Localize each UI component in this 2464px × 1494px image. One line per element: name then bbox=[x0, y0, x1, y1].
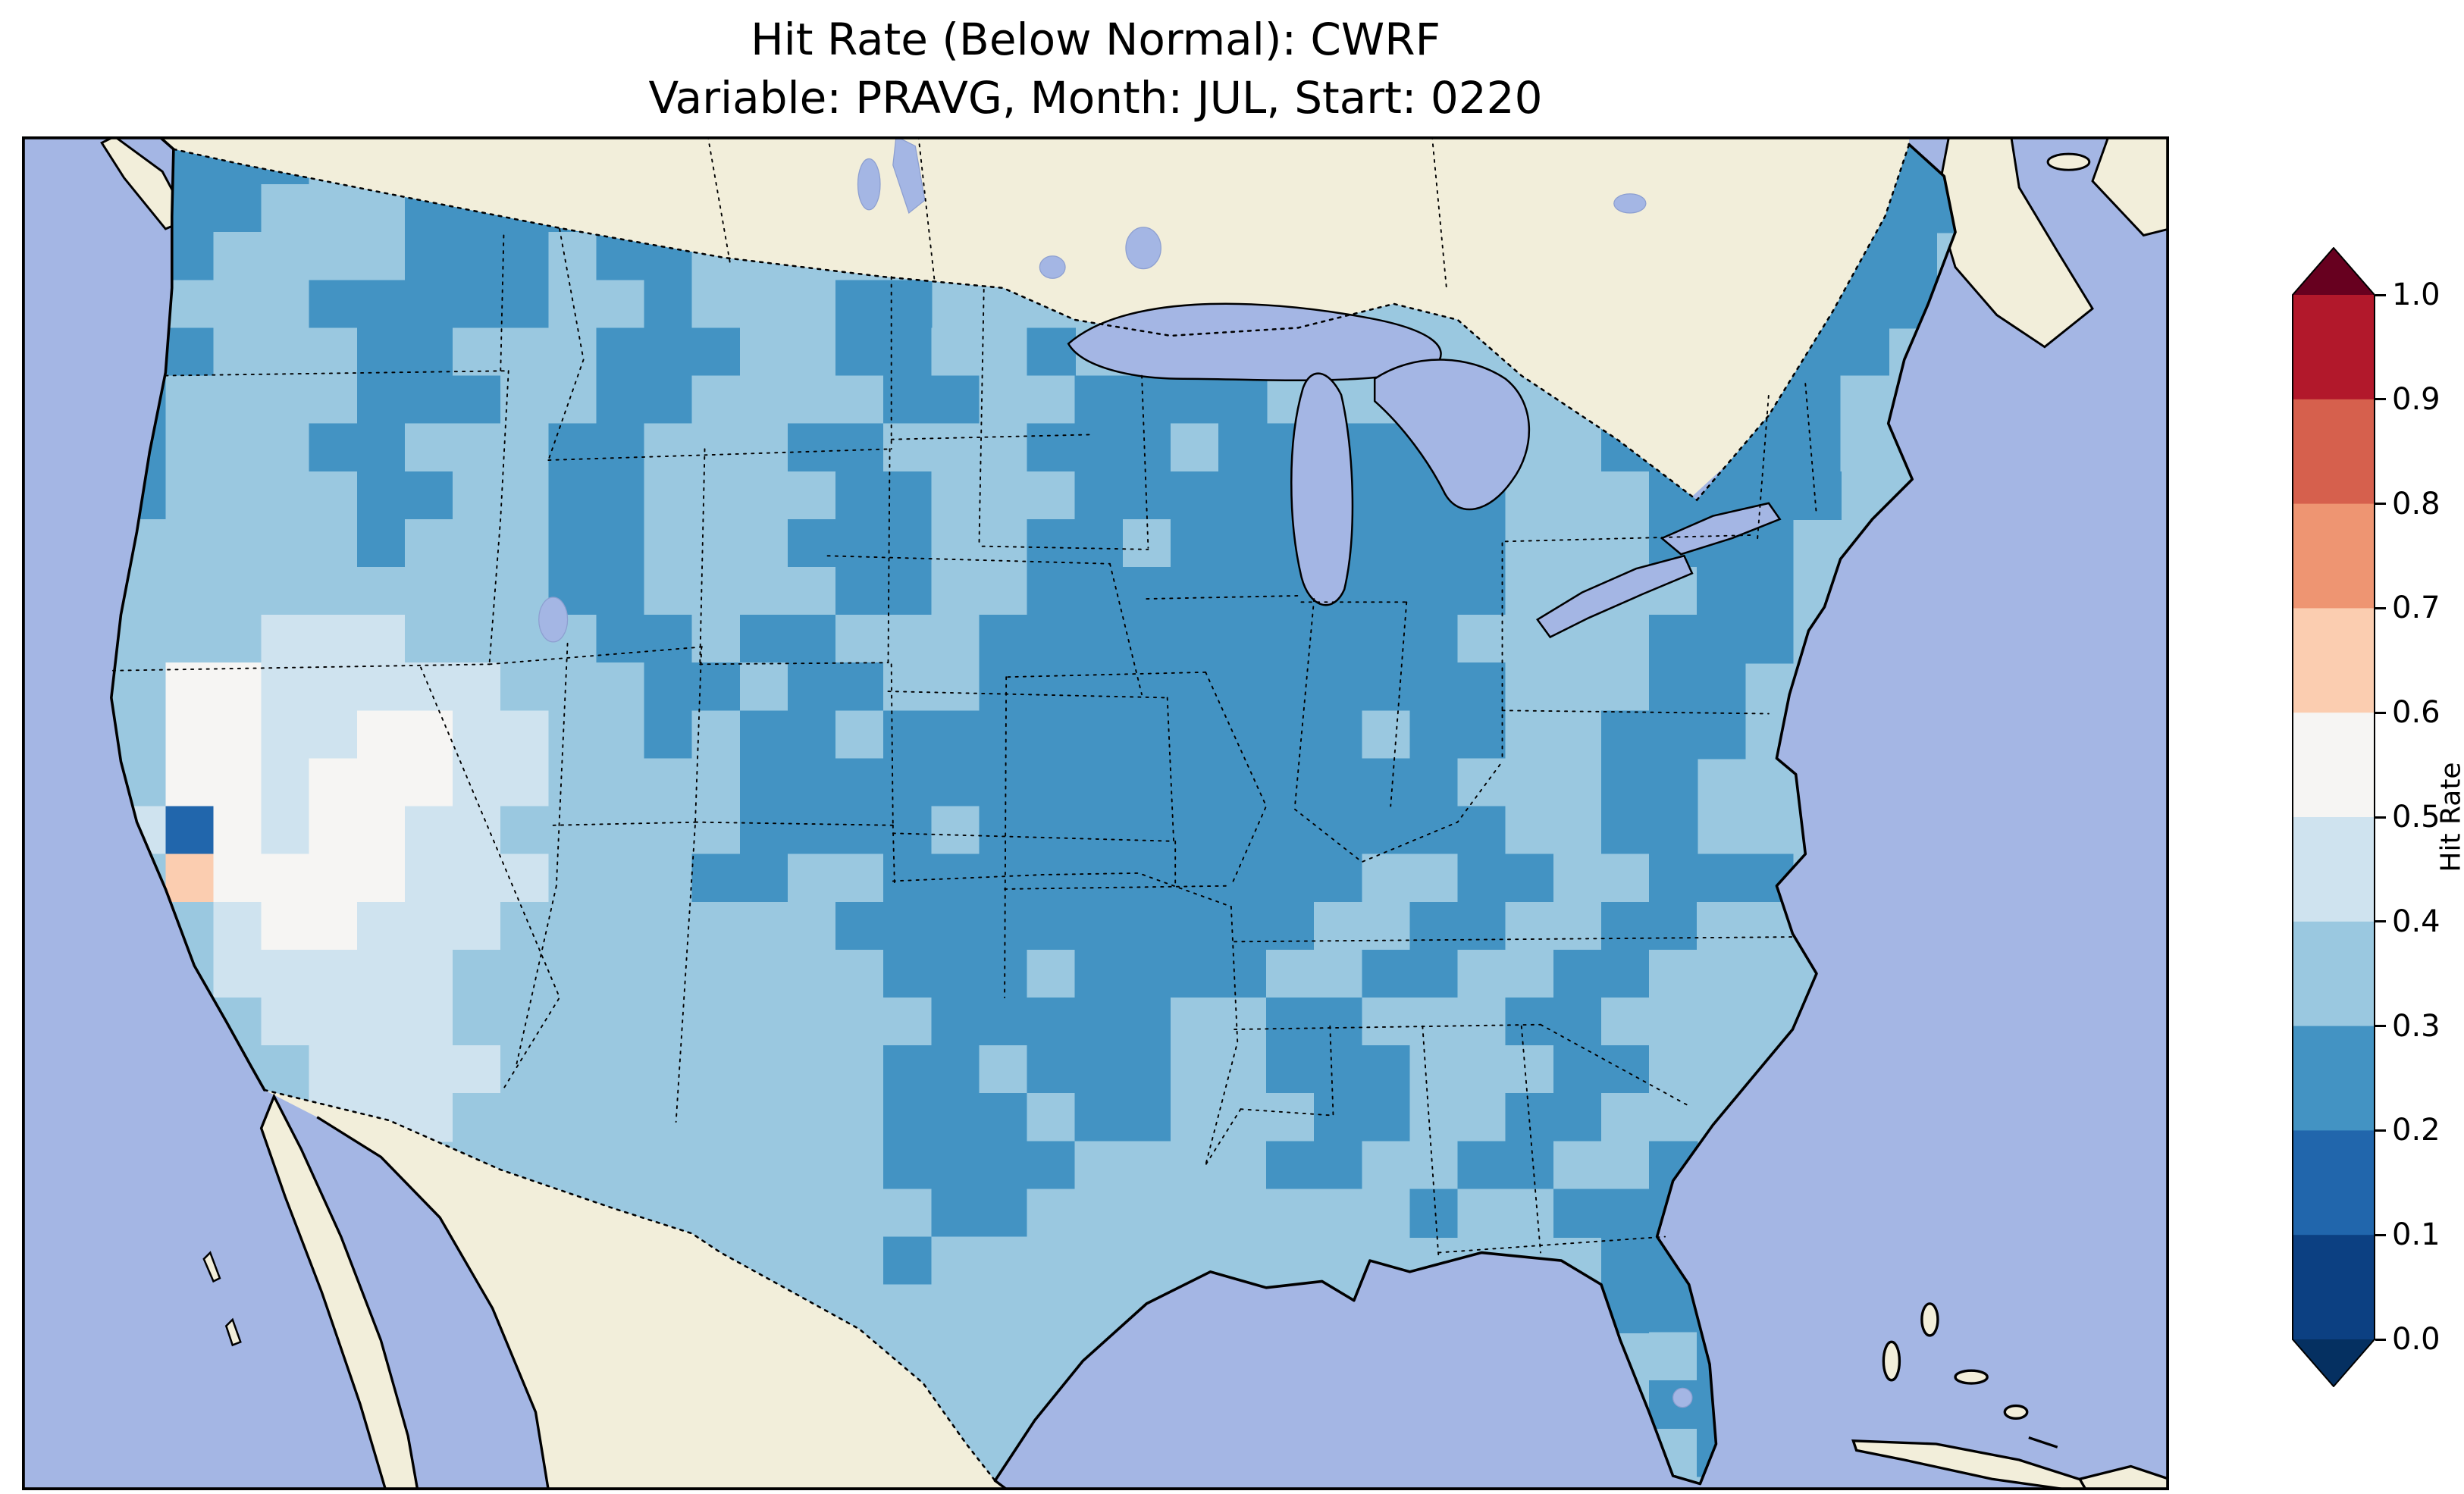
mexico-west-coastline bbox=[316, 1116, 550, 1490]
figure-subtitle: Variable: PRAVG, Month: JUL, Start: 0220 bbox=[648, 71, 1543, 124]
colorbar-tick bbox=[2375, 1025, 2386, 1028]
colorbar-tick-label: 0.6 bbox=[2392, 695, 2440, 731]
colorbar-tick-label: 0.8 bbox=[2392, 486, 2440, 521]
bahamas-islands bbox=[1882, 1340, 1901, 1382]
colorbar-tick bbox=[2375, 920, 2386, 923]
state-borders bbox=[111, 136, 1817, 1257]
national-borders bbox=[172, 143, 1911, 1482]
caribbean-islands bbox=[1851, 1302, 2169, 1490]
figure-title: Hit Rate (Below Normal): CWRF bbox=[751, 14, 1440, 65]
canada-landmass bbox=[158, 136, 1910, 500]
colorbar-tick bbox=[2375, 816, 2386, 819]
great-salt-lake bbox=[538, 597, 569, 643]
pacific-coastline bbox=[110, 148, 266, 1092]
colorbar-tick-label: 0.1 bbox=[2392, 1217, 2440, 1253]
colorbar-tick bbox=[2375, 711, 2386, 714]
colorbar-tick-label: 0.5 bbox=[2392, 800, 2440, 835]
colorbar bbox=[2292, 247, 2375, 1387]
lake-huron bbox=[1373, 359, 1531, 511]
us-mexico-border bbox=[263, 1088, 996, 1482]
colorbar-tick-label: 0.2 bbox=[2392, 1113, 2440, 1148]
us-canada-border bbox=[172, 143, 1911, 502]
mexico-landmass bbox=[264, 1089, 1008, 1490]
atlantic-canada bbox=[1935, 136, 2169, 349]
colorbar-tick-label: 0.7 bbox=[2392, 590, 2440, 626]
colorbar-tick bbox=[2375, 606, 2386, 609]
colorbar-tick bbox=[2375, 398, 2386, 401]
colorbar-extend-lower bbox=[2292, 1339, 2375, 1387]
great-lakes bbox=[1067, 302, 1782, 639]
figure-title-block: Hit Rate (Below Normal): CWRF Variable: … bbox=[22, 11, 2169, 127]
conus-map-svg bbox=[22, 136, 2169, 1490]
colorbar-segments bbox=[2292, 295, 2375, 1340]
colorbar-tick-label: 0.9 bbox=[2392, 381, 2440, 417]
colorbar-tick bbox=[2375, 1338, 2386, 1341]
colorbar-tick-label: 0.3 bbox=[2392, 1008, 2440, 1044]
baja-islands bbox=[202, 1251, 242, 1347]
lake-ontario bbox=[1660, 502, 1782, 556]
lake-okeechobee bbox=[1672, 1387, 1693, 1408]
canada-lakes bbox=[857, 136, 1647, 279]
colorbar-outline bbox=[2292, 247, 2375, 1387]
conus-map bbox=[22, 136, 2169, 1490]
colorbar-tick-label: 0.0 bbox=[2392, 1322, 2440, 1357]
gulf-atlantic-coastline bbox=[993, 143, 1957, 1486]
lake-erie bbox=[1535, 554, 1694, 639]
colorbar-tick-label: 0.4 bbox=[2392, 904, 2440, 939]
us-small-lakes bbox=[538, 597, 1693, 1408]
colorbar-axis-label: Hit Rate bbox=[2435, 762, 2464, 872]
colorbar-extend-upper bbox=[2292, 247, 2375, 295]
colorbar-tick bbox=[2375, 1233, 2386, 1236]
lake-michigan bbox=[1290, 372, 1354, 606]
colorbar-tick bbox=[2375, 293, 2386, 296]
colorbar-tick-label: 1.0 bbox=[2392, 277, 2440, 312]
colorbar-tick bbox=[2375, 503, 2386, 506]
map-frame bbox=[22, 136, 2169, 1490]
colorbar-tick bbox=[2375, 1129, 2386, 1132]
